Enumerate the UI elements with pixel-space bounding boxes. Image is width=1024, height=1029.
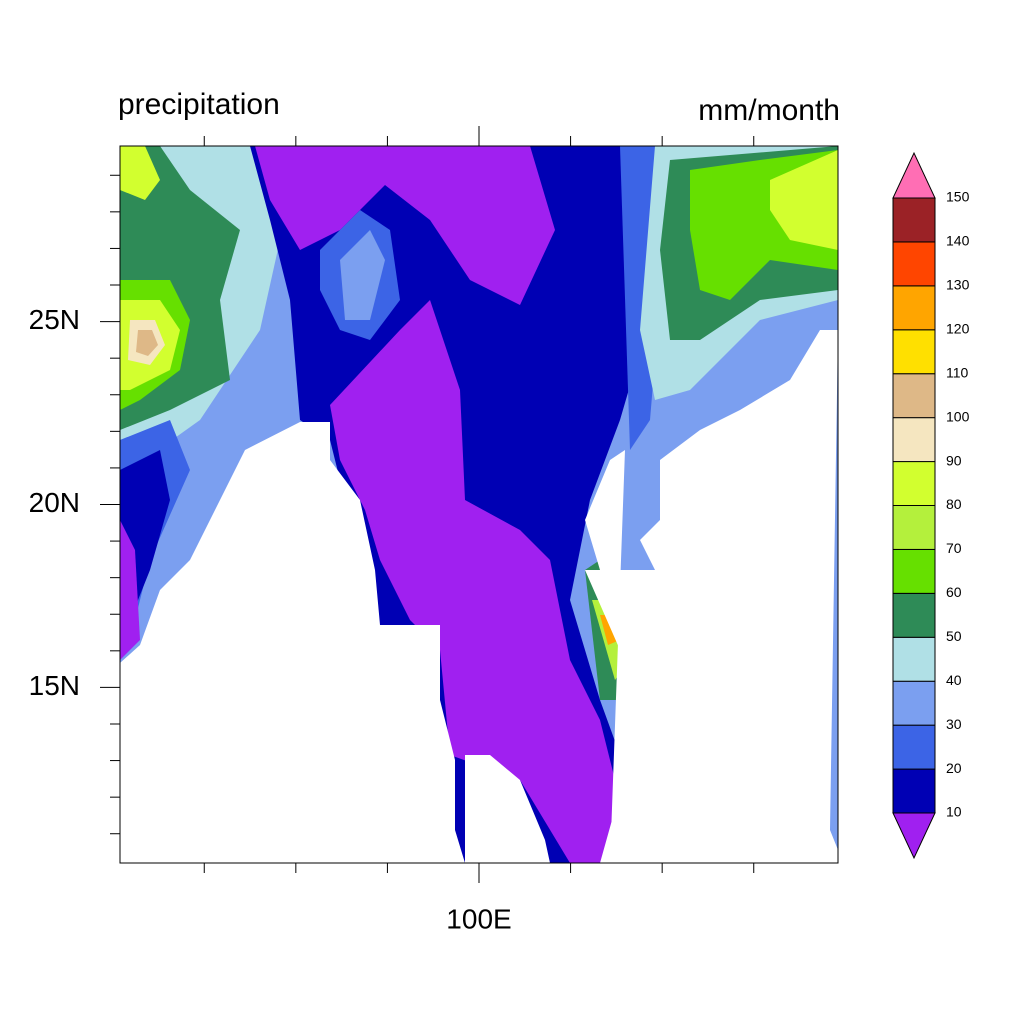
colorbar-box bbox=[892, 197, 936, 243]
colorbar-label: 120 bbox=[946, 320, 970, 336]
colorbar-label: 100 bbox=[946, 408, 970, 424]
colorbar-box bbox=[892, 241, 936, 287]
contour-fill bbox=[120, 520, 140, 660]
colorbar-label: 10 bbox=[946, 804, 962, 820]
y-tick-label: 20N bbox=[29, 487, 80, 518]
colorbar-box bbox=[892, 373, 936, 419]
x-tick-label: 100E bbox=[446, 903, 511, 934]
colorbar-label: 80 bbox=[946, 496, 962, 512]
colorbar-label: 70 bbox=[946, 540, 962, 556]
y-tick-label: 15N bbox=[29, 670, 80, 701]
missing-area bbox=[120, 422, 465, 863]
colorbar-label: 40 bbox=[946, 672, 962, 688]
colorbar-label: 30 bbox=[946, 716, 962, 732]
contour-fill bbox=[340, 230, 385, 320]
chart-title: precipitation bbox=[118, 88, 280, 121]
colorbar-box bbox=[892, 461, 936, 507]
colorbar-box bbox=[892, 636, 936, 682]
colorbar-label: 130 bbox=[946, 277, 970, 293]
colorbar-box bbox=[892, 768, 936, 814]
contour-fill bbox=[770, 150, 838, 250]
colorbar-box bbox=[892, 680, 936, 726]
colorbar-box bbox=[892, 285, 936, 331]
y-tick-label: 25N bbox=[29, 304, 80, 335]
missing-area bbox=[465, 755, 550, 863]
colorbar-label: 50 bbox=[946, 628, 962, 644]
units-label: mm/month bbox=[698, 94, 840, 127]
contour-fill bbox=[120, 146, 160, 200]
colorbar-above bbox=[892, 151, 936, 199]
colorbar-box bbox=[892, 592, 936, 638]
colorbar-box bbox=[892, 417, 936, 463]
contour-fill bbox=[255, 146, 555, 305]
colorbar-box bbox=[892, 505, 936, 550]
colorbar-label: 60 bbox=[946, 584, 962, 600]
contour-fill bbox=[136, 330, 158, 356]
colorbar-box bbox=[892, 724, 936, 770]
colorbar-below bbox=[892, 812, 936, 860]
contour-field bbox=[120, 146, 838, 863]
colorbar-label: 90 bbox=[946, 452, 962, 468]
colorbar-box bbox=[892, 329, 936, 375]
colorbar-label: 110 bbox=[946, 364, 969, 380]
colorbar-label: 20 bbox=[946, 760, 962, 776]
missing-area bbox=[585, 570, 650, 863]
colorbar-box bbox=[892, 548, 936, 594]
colorbar-label: 140 bbox=[946, 233, 970, 249]
colorbar-label: 150 bbox=[946, 189, 970, 205]
contour-fill bbox=[330, 300, 625, 863]
